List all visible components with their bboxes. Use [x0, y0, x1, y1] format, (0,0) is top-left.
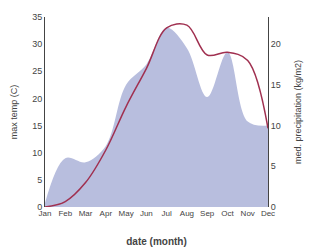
svg-text:0: 0 — [37, 202, 42, 212]
svg-text:10: 10 — [32, 148, 42, 158]
svg-text:date (month): date (month) — [126, 236, 187, 247]
svg-text:Jan: Jan — [39, 209, 52, 218]
svg-text:Oct: Oct — [221, 209, 234, 218]
svg-text:max temp (C): max temp (C) — [9, 85, 19, 140]
svg-text:Jun: Jun — [140, 209, 153, 218]
svg-text:20: 20 — [271, 39, 281, 49]
svg-text:0: 0 — [271, 202, 276, 212]
svg-text:5: 5 — [271, 161, 276, 171]
svg-text:med. precipitation (kg/m2): med. precipitation (kg/m2) — [293, 60, 303, 164]
svg-text:Jul: Jul — [162, 209, 172, 218]
svg-text:Nov: Nov — [241, 209, 255, 218]
svg-text:20: 20 — [32, 94, 42, 104]
svg-text:10: 10 — [271, 121, 281, 131]
svg-text:Feb: Feb — [58, 209, 72, 218]
svg-text:Aug: Aug — [180, 209, 194, 218]
svg-text:35: 35 — [32, 12, 42, 22]
svg-text:Dec: Dec — [261, 209, 275, 218]
svg-text:Mar: Mar — [79, 209, 93, 218]
svg-text:Sep: Sep — [200, 209, 215, 218]
svg-text:15: 15 — [271, 80, 281, 90]
svg-text:25: 25 — [32, 66, 42, 76]
svg-text:15: 15 — [32, 121, 42, 131]
svg-text:Apr: Apr — [100, 209, 113, 218]
svg-text:30: 30 — [32, 39, 42, 49]
svg-text:May: May — [119, 209, 134, 218]
svg-text:5: 5 — [37, 175, 42, 185]
